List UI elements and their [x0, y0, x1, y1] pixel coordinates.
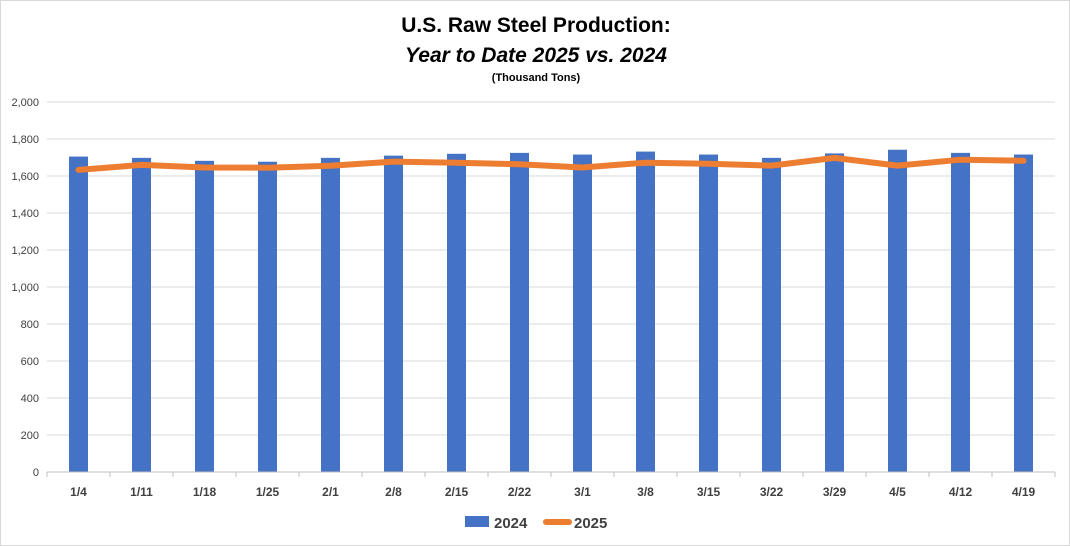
x-tick-label: 3/22 [760, 485, 784, 499]
bar-2024 [636, 151, 655, 472]
y-tick-label: 600 [21, 356, 39, 368]
y-tick-label: 200 [21, 430, 39, 442]
x-tick-label: 3/1 [574, 485, 591, 499]
point-2025 [329, 164, 332, 168]
y-tick-label: 0 [33, 467, 39, 479]
point-2025 [770, 164, 773, 168]
point-2025 [1022, 159, 1025, 163]
bar-2024 [510, 152, 529, 472]
point-2025 [896, 164, 899, 168]
x-axis: 1/4 1/11 1/18 1/25 2/1 2/8 2/15 2/22 3/1 3/8 3/15 3… [46, 471, 1056, 499]
point-2025 [959, 158, 962, 162]
legend-label-2024: 2024 [494, 515, 528, 532]
chart-title: U.S. Raw Steel Production: [401, 14, 671, 37]
x-tick-label: 2/22 [508, 485, 532, 499]
point-2025 [644, 161, 647, 165]
legend: 2024 2025 [465, 515, 607, 532]
point-2025 [140, 163, 143, 167]
bar-2024 [888, 149, 907, 473]
point-2025 [392, 160, 395, 164]
y-tick-label: 1,800 [11, 134, 39, 146]
y-tick-label: 2,000 [11, 97, 39, 109]
y-tick-label: 1,600 [11, 171, 39, 183]
bar-2024 [258, 161, 277, 472]
bar-2024 [384, 155, 403, 472]
x-tick-label: 1/11 [130, 485, 153, 499]
y-tick-label: 1,200 [11, 245, 39, 257]
bar-2024 [573, 154, 592, 473]
x-tick-label: 1/18 [193, 485, 217, 499]
bar-2024 [762, 157, 781, 472]
bar-2024 [825, 153, 844, 472]
point-2025 [833, 156, 836, 160]
y-axis: 0 200 400 600 800 1,000 1,200 1,400 1,600 1,800 2,… [11, 97, 39, 479]
x-tick-label: 3/29 [823, 485, 847, 499]
gridlines [47, 101, 1055, 436]
point-2025 [77, 168, 80, 172]
x-tick-label: 2/8 [385, 485, 402, 499]
x-tick-label: 4/19 [1012, 485, 1036, 499]
x-tick-label: 3/8 [637, 485, 654, 499]
point-2025 [518, 162, 521, 166]
x-tick-label: 1/25 [256, 485, 280, 499]
legend-swatch-2024 [465, 516, 489, 527]
chart-subtitle: Year to Date 2025 vs. 2024 [405, 44, 667, 67]
point-2025 [266, 166, 269, 170]
point-2025 [203, 165, 206, 169]
y-tick-label: 400 [21, 393, 39, 405]
bar-2024 [132, 157, 151, 472]
legend-label-2025: 2025 [574, 515, 607, 532]
x-tick-label: 2/1 [322, 485, 339, 499]
bar-2024 [1014, 154, 1033, 473]
bar-2024 [699, 154, 718, 473]
line-2025 [75, 154, 1027, 173]
point-2025 [581, 165, 584, 169]
bar-series-2024 [69, 149, 1033, 473]
x-tick-label: 4/12 [949, 485, 973, 499]
x-tick-label: 1/4 [70, 485, 87, 499]
y-tick-label: 1,000 [11, 282, 39, 294]
point-2025 [707, 162, 710, 166]
x-tick-label: 3/15 [697, 485, 721, 499]
x-tick-label: 4/5 [889, 485, 906, 499]
bar-2024 [321, 157, 340, 472]
y-tick-label: 1,400 [11, 208, 39, 220]
y-tick-label: 800 [21, 319, 39, 331]
line-series-2025 [75, 154, 1027, 173]
bar-2024 [447, 153, 466, 473]
bar-2024 [69, 156, 88, 472]
chart-units-label: (Thousand Tons) [492, 72, 581, 84]
point-2025 [455, 161, 458, 165]
bar-2024 [951, 152, 970, 472]
bar-2024 [195, 160, 214, 472]
x-tick-label: 2/15 [445, 485, 469, 499]
